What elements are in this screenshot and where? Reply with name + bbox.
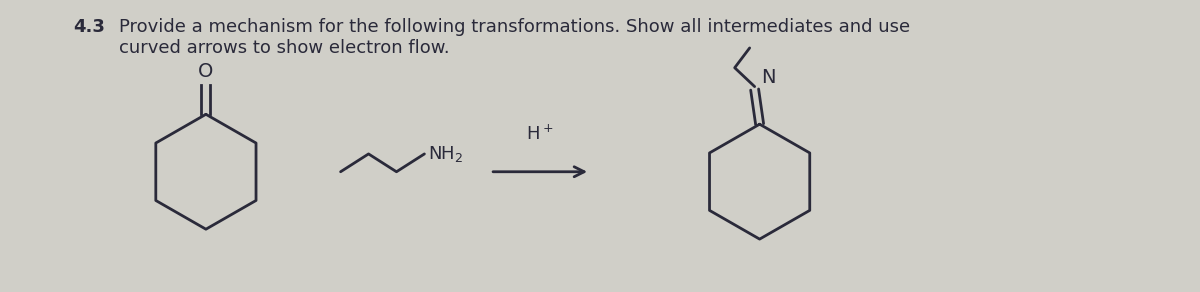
Text: NH$_2$: NH$_2$ xyxy=(428,144,463,164)
Text: Provide a mechanism for the following transformations. Show all intermediates an: Provide a mechanism for the following tr… xyxy=(119,18,911,57)
Text: 4.3: 4.3 xyxy=(73,18,106,36)
Text: N: N xyxy=(761,67,775,86)
Text: O: O xyxy=(198,62,214,81)
Text: H$^+$: H$^+$ xyxy=(527,125,554,144)
